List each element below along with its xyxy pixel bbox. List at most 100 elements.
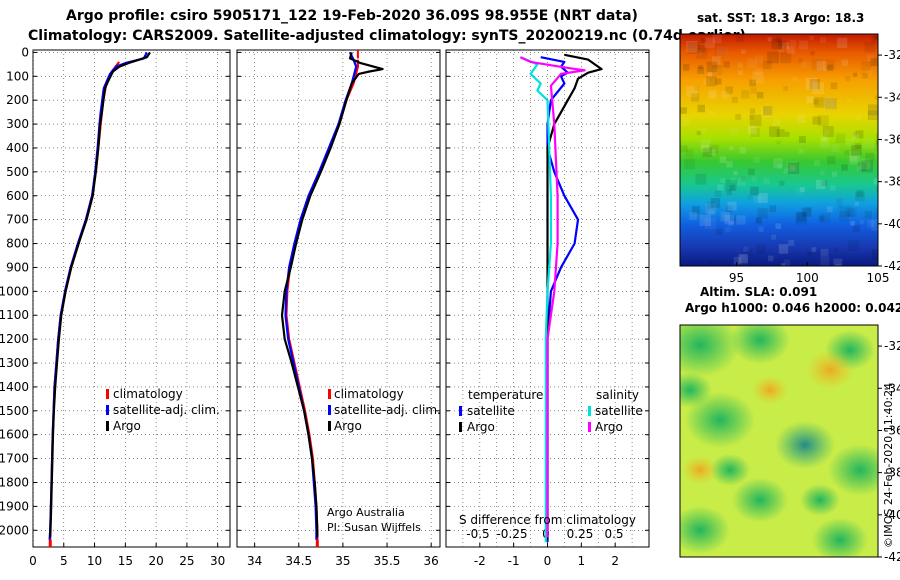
sst-texture-cell <box>854 133 859 139</box>
sla-ytick-label: -42 <box>884 550 900 564</box>
sst-texture <box>680 34 878 266</box>
legend-label-argo: Argo <box>334 419 362 433</box>
difference-s-tick-label: -0.25 <box>496 527 527 541</box>
sst-texture-cell <box>800 187 805 193</box>
sst-texture-cell <box>725 86 733 94</box>
legend-label-satellite-adj: satellite-adj. clim. <box>334 403 441 417</box>
sst-texture-cell <box>707 71 713 77</box>
depth-tick-label: 900 <box>6 260 29 274</box>
sst-texture-cell <box>824 129 830 136</box>
sst-texture-cell <box>710 198 721 208</box>
sst-texture-cell <box>697 66 705 74</box>
temperature-xtick-label: 30 <box>210 554 225 568</box>
temperature-xtick-label: 20 <box>148 554 163 568</box>
salinity-series-argo <box>280 52 384 538</box>
temperature-series-climatology <box>49 61 121 543</box>
sst-texture-cell <box>862 72 868 79</box>
sst-texture-cell <box>809 79 820 90</box>
sst-texture-cell <box>696 49 702 56</box>
sla-texture-blob <box>800 484 840 516</box>
sst-texture-cell <box>783 259 790 266</box>
sst-texture-cell <box>709 144 719 154</box>
sst-texture-cell <box>795 212 808 225</box>
sst-texture-cell <box>743 246 749 252</box>
sst-texture-cell <box>749 114 762 127</box>
sst-texture-cell <box>853 72 858 77</box>
sst-texture-cell <box>767 37 772 42</box>
sst-texture-cell <box>730 177 736 183</box>
depth-tick-label: 500 <box>6 165 29 179</box>
sst-texture-cell <box>813 99 819 105</box>
sst-texture-cell <box>686 85 698 98</box>
sst-texture-cell <box>788 239 795 246</box>
sst-texture-cell <box>685 149 694 157</box>
sst-texture-cell <box>687 42 700 54</box>
sst-texture-cell <box>778 40 787 50</box>
sst-texture-cell <box>723 61 730 68</box>
sst-texture-cell <box>849 156 858 165</box>
temperature-xtick-label: 0 <box>29 554 37 568</box>
depth-tick-label: 1200 <box>0 332 29 346</box>
difference-s-tick-label: -0.5 <box>466 527 489 541</box>
sst-texture-cell <box>729 127 738 136</box>
sst-texture-cell <box>855 143 861 150</box>
sst-texture-cell <box>805 77 818 90</box>
sst-texture-cell <box>711 65 723 76</box>
sst-texture-cell <box>836 198 843 205</box>
difference-panel: -2 -1 0 1 2-0.5 -0.25 0 0.25 0.5 <box>445 49 650 568</box>
sst-texture-cell <box>752 71 765 84</box>
sst-texture-cell <box>704 218 716 230</box>
sst-texture-cell <box>867 220 875 228</box>
sst-texture-cell <box>704 37 715 48</box>
footer-stamp: ©IMOS 24-Feb-2020 11:40:24 <box>882 383 895 548</box>
legend-swatch-t-argo <box>459 422 462 432</box>
sst-texture-cell <box>778 244 789 254</box>
sst-texture-cell <box>748 168 755 176</box>
sst-texture-cell <box>792 77 798 82</box>
sst-texture-cell <box>823 97 836 110</box>
sst-texture-cell <box>708 259 714 265</box>
depth-tick-label: 1600 <box>0 428 29 442</box>
sst-texture-cell <box>859 158 871 170</box>
sst-texture-cell <box>767 51 779 64</box>
sst-texture-cell <box>714 190 722 197</box>
sst-texture-cell <box>801 61 807 68</box>
sst-texture-cell <box>763 178 770 185</box>
legend-label-t-satellite: satellite <box>467 404 515 418</box>
sst-texture-cell <box>703 78 710 85</box>
sst-texture-cell <box>706 61 718 73</box>
sst-texture-cell <box>768 255 774 262</box>
sst-texture-cell <box>701 144 709 153</box>
depth-tick-label: 1900 <box>0 499 29 513</box>
sla-ytick-label: -34 <box>884 381 900 395</box>
sst-texture-cell <box>731 96 738 103</box>
sst-texture-cell <box>750 87 757 94</box>
depth-tick-label: 2000 <box>0 523 29 537</box>
sla-map-frame <box>679 324 879 558</box>
sst-texture-cell <box>737 254 748 265</box>
sst-texture-cell <box>763 106 773 116</box>
sst-texture-cell <box>697 45 706 53</box>
sst-texture-cell <box>796 187 804 196</box>
difference-s-tick-label: 0.25 <box>567 527 594 541</box>
sst-texture-cell <box>776 129 785 137</box>
sst-texture-cell <box>753 195 762 203</box>
sst-texture-cell <box>846 138 854 147</box>
temperature-legend: climatology satellite-adj. clim. Argo <box>106 387 220 433</box>
sst-texture-cell <box>720 212 730 222</box>
sst-texture-cell <box>821 180 828 186</box>
sst-texture-cell <box>806 206 812 213</box>
legend-swatch-t-satellite <box>459 406 462 416</box>
sst-texture-cell <box>809 35 814 40</box>
legend-label-s-satellite: satellite <box>595 404 643 418</box>
sst-texture-cell <box>820 248 829 257</box>
depth-tick-label: 200 <box>6 93 29 107</box>
sst-texture-cell <box>727 201 737 211</box>
sst-texture-cell <box>783 85 788 91</box>
legend-label-s-argo: Argo <box>595 420 623 434</box>
sst-texture-cell <box>697 104 705 113</box>
sst-texture-cell <box>748 125 757 134</box>
sst-texture-cell <box>750 127 760 137</box>
